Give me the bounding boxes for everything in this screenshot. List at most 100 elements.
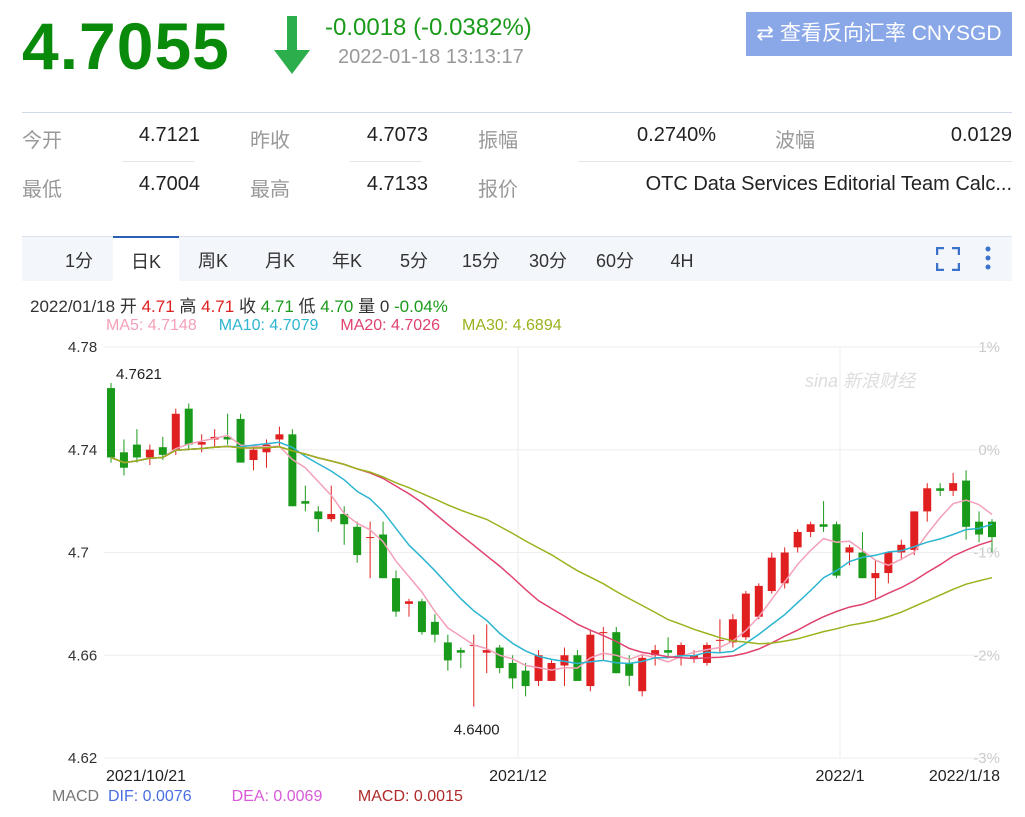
candle[interactable] — [158, 436, 167, 461]
tab-7[interactable]: 30分 — [528, 251, 568, 271]
candle[interactable] — [119, 439, 128, 476]
candle[interactable] — [871, 560, 880, 599]
candle-body — [145, 449, 154, 458]
candle[interactable] — [495, 644, 504, 674]
candle[interactable] — [625, 655, 634, 687]
tab-0[interactable]: 1分 — [64, 251, 93, 271]
candle[interactable] — [327, 485, 336, 522]
candle[interactable] — [314, 506, 323, 532]
candle[interactable] — [379, 521, 388, 579]
candle[interactable] — [923, 483, 932, 522]
tab-3[interactable]: 月K — [264, 251, 295, 271]
candle[interactable] — [366, 521, 375, 579]
candle[interactable] — [832, 521, 841, 579]
candle[interactable] — [599, 626, 608, 661]
candle-body — [197, 442, 206, 445]
candle[interactable] — [793, 529, 802, 553]
pct-change: -0.04% — [394, 297, 448, 316]
candle[interactable] — [288, 429, 297, 507]
more-vertical-icon[interactable] — [984, 245, 992, 271]
candle[interactable] — [456, 647, 465, 669]
reverse-rate-label: 查看反向汇率 CNYSGD — [779, 22, 1002, 45]
candle-info: 2022/01/18 开 4.71 高 4.71 收 4.71 低 4.70 量… — [30, 292, 448, 317]
candle[interactable] — [664, 637, 673, 658]
candle[interactable] — [197, 434, 206, 453]
tab-4[interactable]: 年K — [331, 251, 362, 271]
candle[interactable] — [184, 403, 193, 450]
candle-body — [404, 601, 413, 604]
candle-body — [845, 547, 854, 553]
stat-value: 4.7121 — [138, 124, 200, 146]
candle[interactable] — [884, 552, 893, 584]
candle[interactable] — [910, 511, 919, 556]
candle-body — [379, 534, 388, 579]
pct-tick-label: 0% — [978, 442, 1000, 459]
candle-body — [366, 537, 375, 539]
ma-legend-item: MA5: 4.7148 — [106, 317, 197, 334]
candle[interactable] — [145, 444, 154, 466]
candle-body — [612, 632, 621, 674]
candle-body — [392, 578, 401, 612]
tab-2[interactable]: 周K — [197, 251, 228, 271]
candle[interactable] — [586, 629, 595, 692]
candle[interactable] — [677, 642, 686, 666]
arrow-down-icon — [274, 16, 310, 74]
candle[interactable] — [508, 655, 517, 689]
candle[interactable] — [651, 644, 660, 666]
candle[interactable] — [612, 626, 621, 674]
candle[interactable] — [430, 614, 439, 643]
macd-legend: MACD DIF: 0.0076 DEA: 0.0069 MACD: 0.001… — [52, 788, 463, 806]
candle[interactable] — [132, 429, 141, 463]
candle[interactable] — [806, 521, 815, 538]
tab-8[interactable]: 60分 — [595, 251, 635, 271]
candle-body — [625, 662, 634, 676]
candle[interactable] — [936, 483, 945, 496]
candle[interactable] — [107, 382, 115, 463]
stat-value: 4.7004 — [138, 173, 200, 195]
ma-legend-item: MA30: 4.6894 — [461, 317, 562, 334]
candle-body — [184, 408, 193, 445]
candle[interactable] — [962, 470, 971, 540]
tab-9[interactable]: 4H — [670, 251, 694, 271]
sina-watermark: sina 新浪财经 — [805, 371, 917, 391]
candle[interactable] — [417, 598, 426, 635]
fullscreen-icon[interactable] — [936, 247, 960, 271]
candle-body — [171, 413, 180, 450]
candle[interactable] — [741, 591, 750, 640]
x-tick-label: 2021/10/21 — [106, 768, 186, 785]
candle[interactable] — [275, 426, 284, 448]
candle[interactable] — [249, 444, 258, 471]
reverse-rate-button[interactable]: ⇄ 查看反向汇率 CNYSGD — [746, 12, 1012, 56]
candle[interactable] — [236, 413, 245, 463]
candle[interactable] — [754, 583, 763, 620]
candle[interactable] — [404, 598, 413, 617]
candle[interactable] — [301, 485, 310, 512]
candle-body — [793, 531, 802, 548]
tab-1[interactable]: 日K — [113, 236, 179, 282]
candle[interactable] — [340, 506, 349, 545]
candle-body — [741, 593, 750, 638]
stat-label: 报价 — [478, 179, 518, 201]
candlestick-chart[interactable]: 4.78 1% 4.74 0% 4.7 -1% 4.66 -2% 4.62 -3% 2021/10/… — [0, 335, 1025, 785]
low-value: 4.70 — [320, 297, 354, 316]
candle-body — [988, 521, 996, 538]
candle-body — [275, 434, 284, 440]
stat-label: 昨收 — [250, 130, 290, 152]
tab-5[interactable]: 5分 — [399, 251, 428, 271]
candle[interactable] — [171, 408, 180, 455]
tab-6[interactable]: 15分 — [461, 251, 501, 271]
candle[interactable] — [728, 614, 737, 648]
candle[interactable] — [858, 531, 867, 579]
candle[interactable] — [353, 521, 362, 563]
candle[interactable] — [560, 647, 569, 687]
candle[interactable] — [223, 413, 232, 445]
candle[interactable] — [819, 501, 828, 532]
candle[interactable] — [702, 642, 711, 666]
candle[interactable] — [521, 662, 530, 697]
candle[interactable] — [767, 552, 776, 594]
candle[interactable] — [949, 472, 958, 496]
stat-value: 0.2740% — [637, 124, 716, 146]
candle[interactable] — [443, 634, 452, 671]
candle[interactable] — [392, 570, 401, 617]
divider — [578, 161, 816, 162]
